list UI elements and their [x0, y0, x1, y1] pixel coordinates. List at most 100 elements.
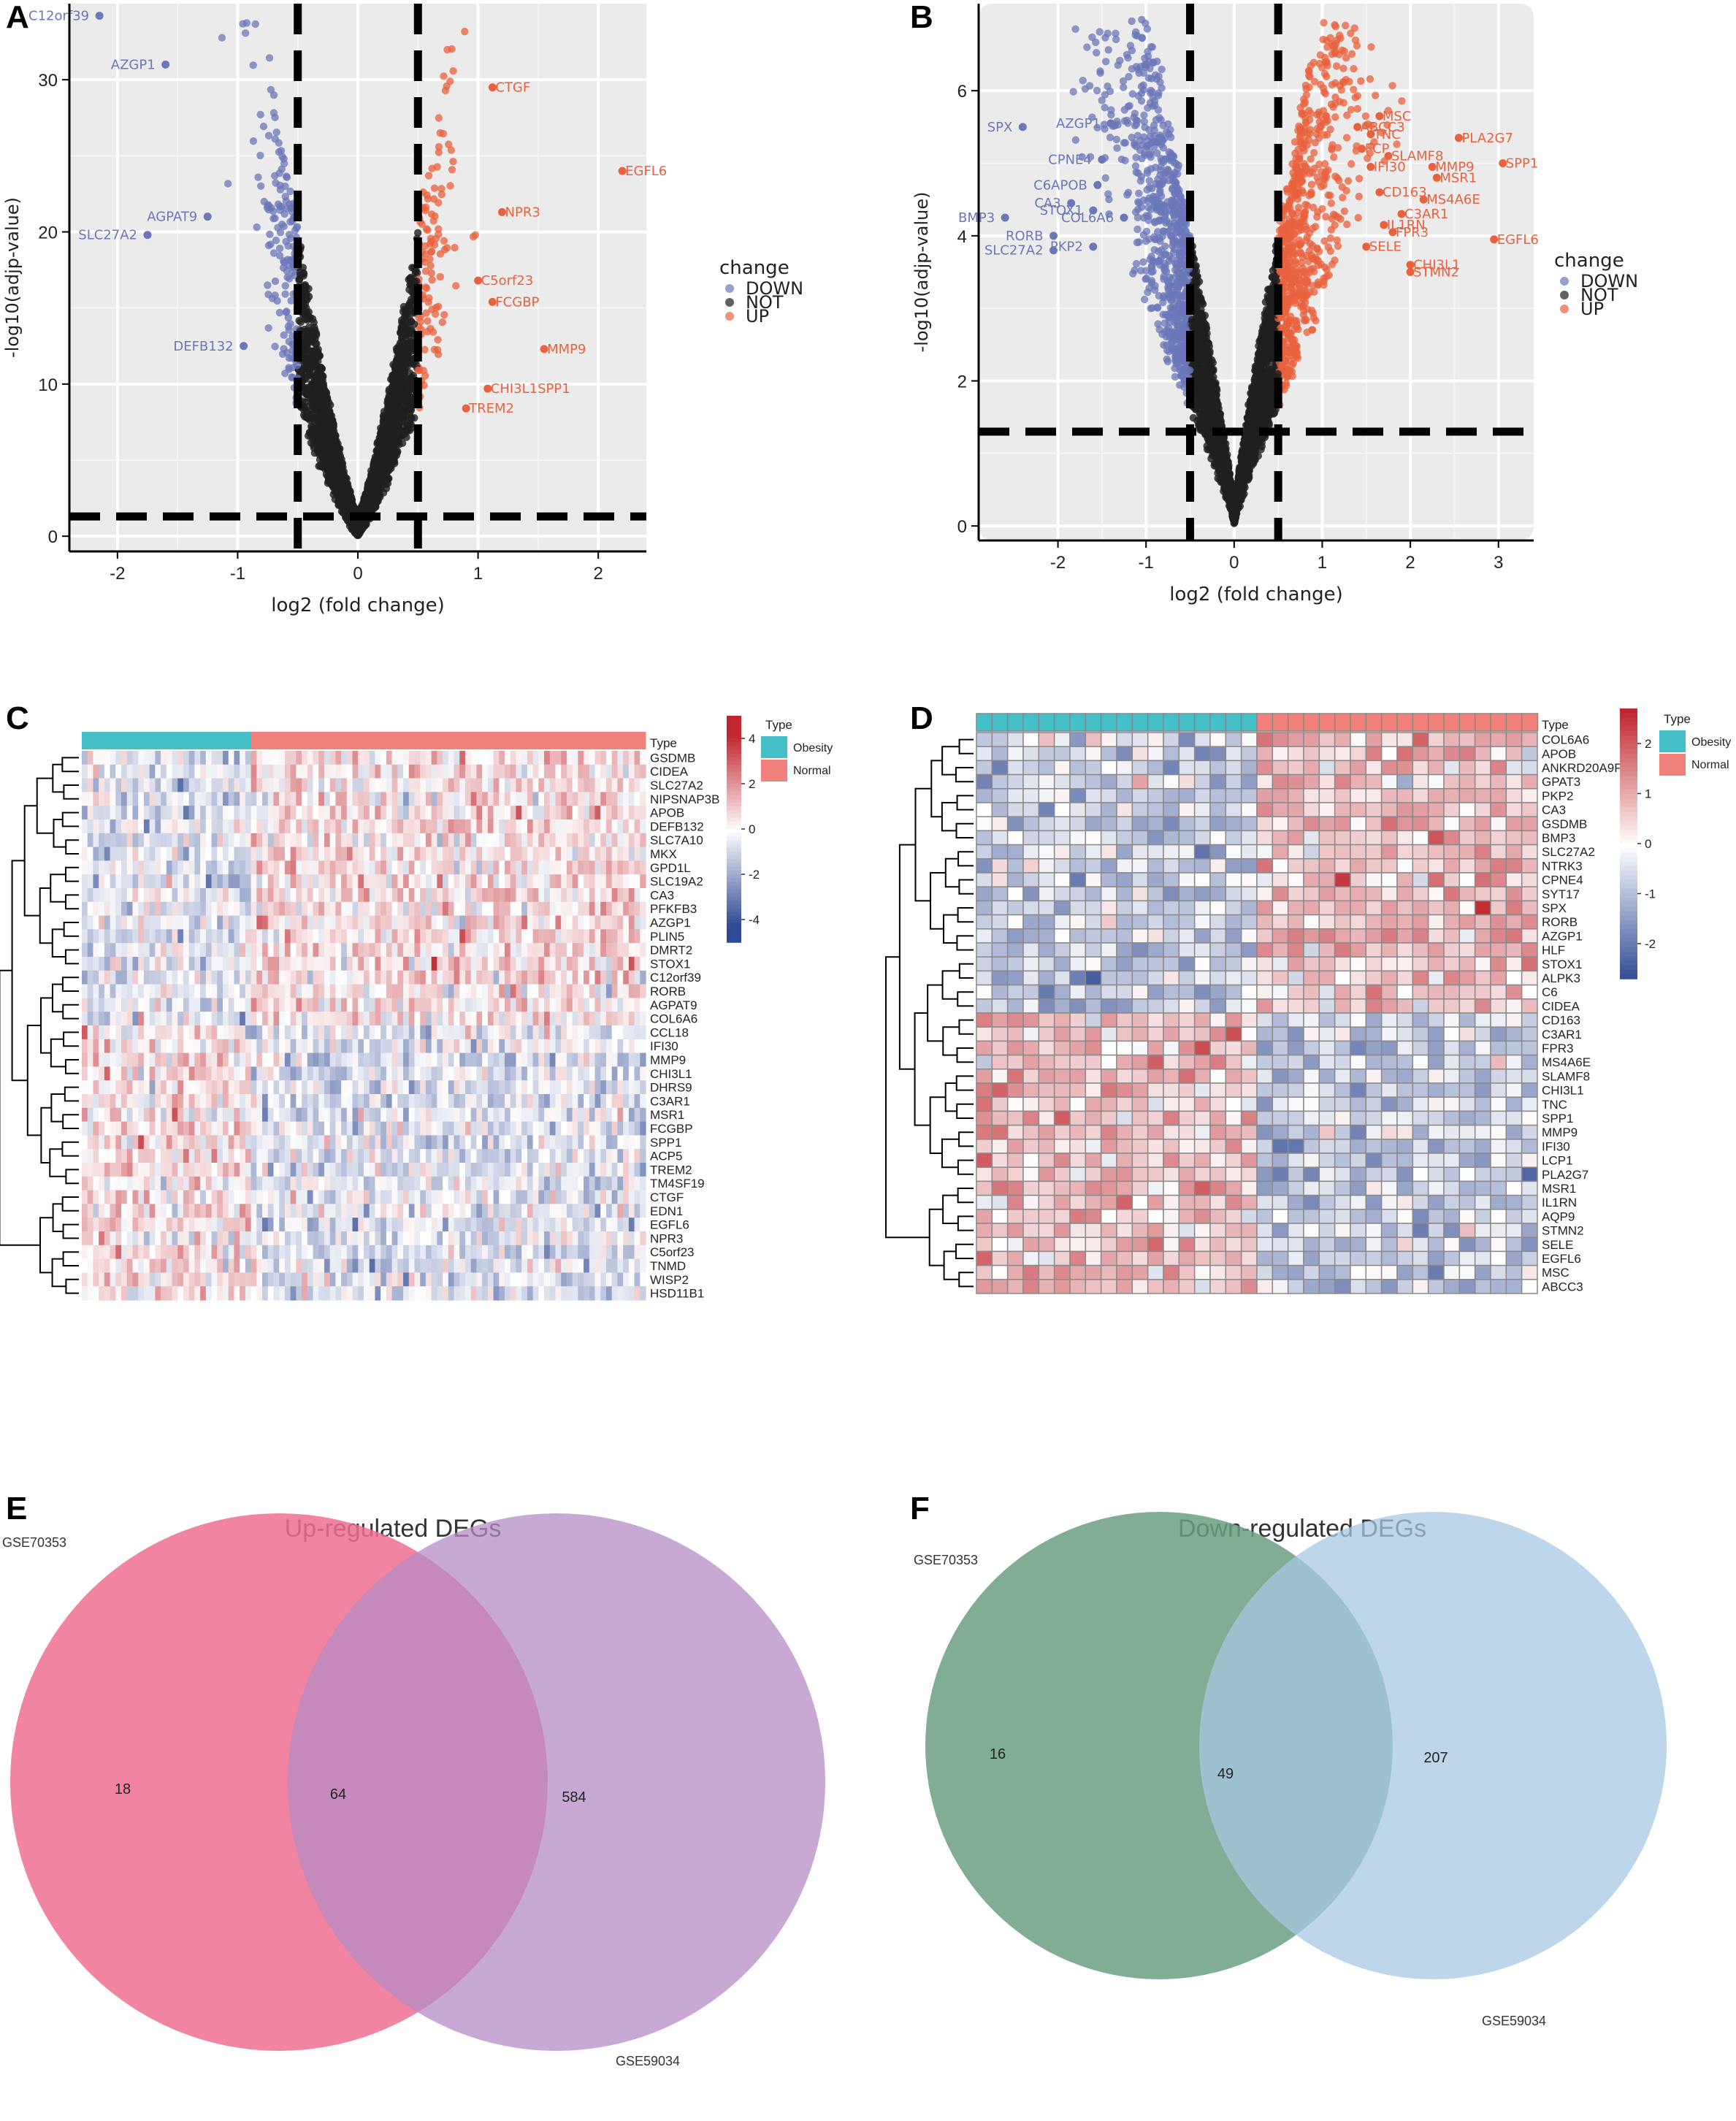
data-point	[374, 477, 383, 485]
x-tick-label: 1	[473, 564, 483, 584]
data-point	[275, 169, 283, 177]
data-point	[394, 374, 402, 383]
data-point	[337, 475, 346, 483]
data-point	[1324, 243, 1333, 251]
data-point	[451, 243, 459, 252]
data-point	[428, 276, 436, 284]
data-point	[430, 184, 439, 192]
data-point	[1101, 174, 1109, 182]
data-point	[272, 236, 280, 245]
data-point	[1095, 28, 1104, 36]
panel-label-b: B	[910, 0, 933, 35]
volcano-plot-b: SPX AZGP1CPNE4C6APOBCA3STOX1COL6A6BMP3ROR…	[911, 4, 1638, 605]
data-point	[440, 310, 448, 319]
data-point	[307, 329, 316, 338]
data-point	[276, 186, 285, 194]
data-point	[276, 228, 285, 237]
data-point	[394, 397, 402, 405]
data-point	[223, 180, 232, 188]
data-point	[428, 164, 436, 172]
data-point	[448, 166, 456, 174]
data-point	[1101, 58, 1110, 66]
panel-label-a: A	[6, 0, 29, 35]
data-point	[1372, 91, 1380, 99]
data-point	[242, 19, 251, 27]
data-point	[1135, 189, 1143, 197]
gene-label: EGFL6	[625, 164, 667, 179]
data-point	[257, 182, 265, 190]
data-point	[380, 470, 388, 478]
data-point	[427, 247, 436, 256]
data-point	[435, 114, 443, 122]
gene-label: FCGBP	[495, 294, 539, 310]
data-point	[304, 339, 312, 348]
legend-label: UP	[746, 306, 769, 326]
data-point	[295, 316, 303, 325]
data-point	[264, 131, 273, 140]
gene-label: NPR3	[505, 205, 540, 220]
data-point	[432, 303, 440, 312]
data-point	[343, 484, 351, 493]
data-point	[452, 282, 460, 290]
data-point	[1339, 64, 1347, 72]
data-point	[314, 357, 322, 365]
data-point	[1313, 110, 1321, 119]
data-point	[1331, 113, 1339, 121]
gene-label: SLC27A2	[78, 228, 137, 243]
data-point	[435, 148, 443, 156]
data-point	[390, 455, 398, 463]
gene-label: C5orf23	[481, 273, 534, 288]
data-point	[320, 391, 329, 400]
gene-label: TREM2	[468, 401, 514, 416]
data-point	[287, 297, 295, 305]
y-axis-title: -log10(adjp-value)	[2, 197, 23, 358]
data-point	[443, 82, 451, 91]
gene-label: MMP9	[547, 342, 586, 357]
data-point	[384, 400, 392, 408]
data-point	[1106, 133, 1114, 142]
y-tick-label: 20	[38, 223, 58, 243]
data-point	[404, 327, 412, 335]
legend-key	[725, 312, 734, 321]
data-point	[449, 157, 457, 166]
data-point	[311, 405, 320, 413]
data-point	[278, 220, 286, 229]
data-point	[364, 483, 372, 491]
data-point	[273, 297, 281, 305]
data-point	[434, 350, 443, 359]
data-point	[408, 414, 416, 422]
data-point	[251, 20, 259, 28]
data-point	[271, 277, 280, 286]
data-point	[401, 364, 409, 372]
x-tick-label: 2	[593, 564, 603, 584]
data-point	[1333, 236, 1341, 245]
data-point	[325, 429, 334, 437]
data-point	[291, 226, 299, 234]
data-point	[304, 383, 312, 391]
scatter-points	[95, 12, 627, 540]
gene-label: AGPAT9	[147, 210, 197, 225]
data-point	[249, 61, 257, 69]
data-point	[427, 261, 435, 270]
data-point	[286, 234, 295, 242]
data-point	[324, 473, 332, 481]
data-point	[256, 151, 264, 160]
data-point	[293, 362, 301, 370]
data-point	[301, 290, 309, 298]
data-point	[439, 129, 448, 138]
data-point	[276, 206, 284, 214]
data-point	[303, 413, 311, 421]
data-point	[438, 318, 446, 326]
data-point	[324, 398, 333, 407]
data-point	[269, 249, 278, 257]
data-point	[318, 364, 326, 373]
y-tick-label: 30	[38, 71, 58, 91]
data-point	[1331, 23, 1339, 31]
data-point	[312, 382, 320, 391]
data-point	[285, 364, 293, 372]
data-point	[271, 343, 279, 351]
data-point	[259, 122, 268, 131]
data-point	[280, 159, 288, 168]
data-point	[353, 529, 361, 538]
